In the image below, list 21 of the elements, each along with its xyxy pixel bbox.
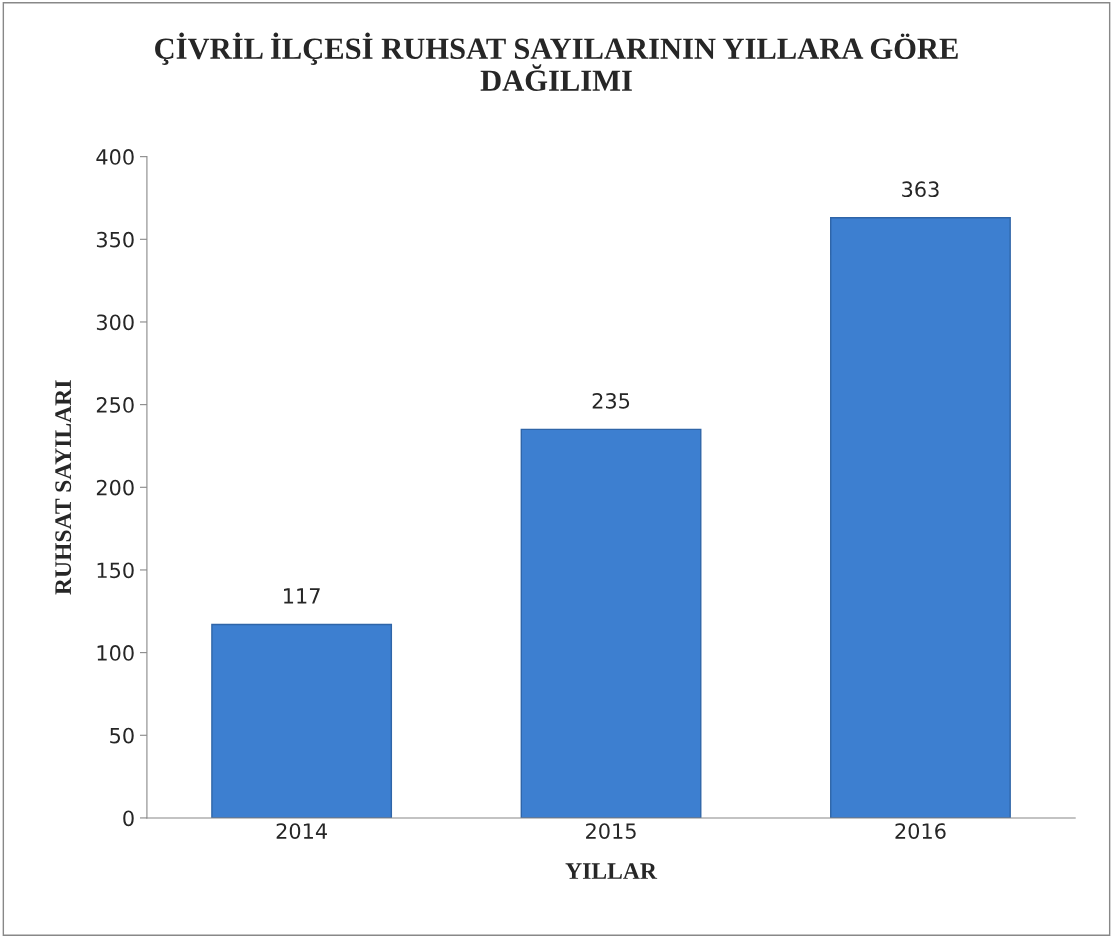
y-tick-label: 50: [110, 727, 134, 744]
x-axis-title: YILLAR: [565, 863, 658, 879]
y-tick-label: 100: [97, 645, 134, 661]
x-tick-label: 2016: [895, 823, 946, 839]
x-tick-label: 2014: [276, 823, 327, 839]
y-tick-label: 300: [96, 314, 134, 331]
y-tick-label: 250: [96, 397, 134, 413]
y-tick-label: 150: [97, 562, 134, 579]
data-label: 235: [592, 392, 630, 409]
y-tick-label: 0: [123, 810, 134, 827]
bar: [211, 623, 393, 818]
data-label: 363: [902, 181, 939, 198]
data-label: 117: [284, 588, 320, 604]
x-tick-label: 2015: [586, 823, 636, 839]
bar: [520, 428, 702, 818]
y-axis-title: RUHSAT SAYILARI: [55, 380, 72, 595]
bar: [830, 217, 1011, 818]
y-tick-label: 400: [96, 149, 134, 165]
chart-title: ÇİVRİL İLÇESİ RUHSAT SAYILARININ YILLARA GÖRE DAĞILIMI: [155, 32, 958, 91]
y-tick-label: 200: [96, 479, 134, 496]
y-tick-label: 350: [96, 231, 134, 248]
